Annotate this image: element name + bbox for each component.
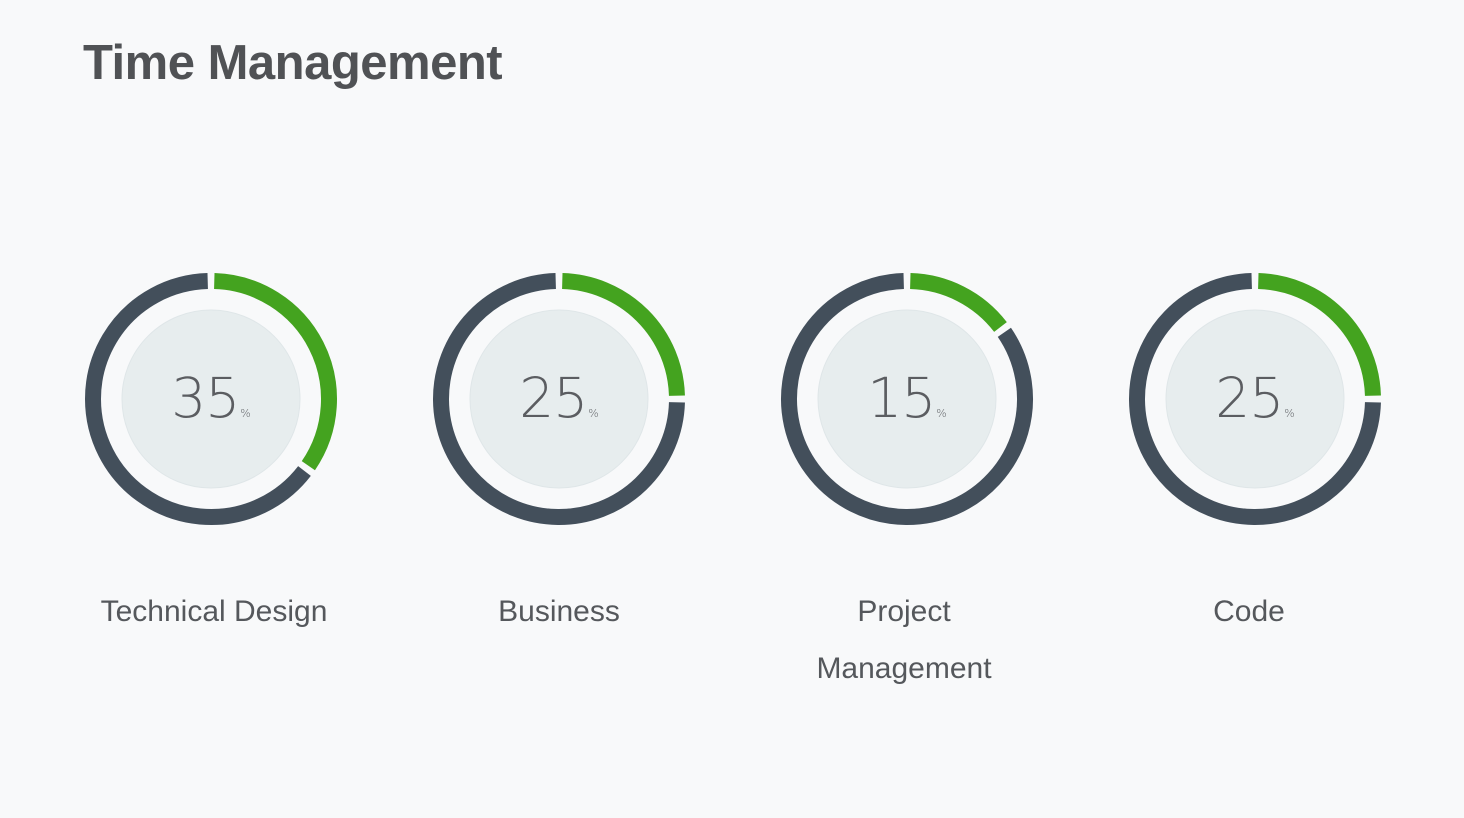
gauge-label-business: Business [409,583,709,640]
gauge-inner-disc [469,309,649,489]
gauge-label-text: Project Management [816,595,992,685]
gauge-code: 25% [1128,272,1382,526]
gauge-ring [433,273,685,525]
gauge-progress-arc [909,273,1007,333]
gauge-value: 35% [84,366,338,446]
gauge-value-unit: % [240,407,251,420]
gauge-value-number: 35 [171,366,240,430]
page-title: Time Management [83,36,503,90]
gauge-technical-design: 35% [84,272,338,526]
gauge-ring [85,273,337,525]
gauge-label-project-management: Project Management [754,583,1054,697]
gauge-business: 25% [432,272,686,526]
gauge-ring [1129,273,1381,525]
gauge-value-unit: % [936,407,947,420]
gauge-track-arc [433,273,685,525]
gauge-progress-arc [1257,273,1381,397]
gauge-value: 25% [1128,366,1382,446]
gauge-track-arc [85,273,311,525]
gauge-value-unit: % [588,407,599,420]
gauge-label-code: Code [1099,583,1399,640]
gauge-inner-disc [121,309,301,489]
gauge-value: 15% [780,366,1034,446]
gauge-ring [781,273,1033,525]
gauge-progress-arc [214,273,337,471]
gauge-label-text: Technical Design [100,595,328,628]
gauge-label-text: Business [498,595,620,628]
gauge-value-number: 25 [519,366,588,430]
gauge-inner-disc [817,309,997,489]
gauge-value-number: 15 [867,366,936,430]
gauge-label-technical-design: Technical Design [64,583,364,640]
gauge-project-management: 15% [780,272,1034,526]
gauge-value-number: 25 [1215,366,1284,430]
gauge-inner-disc [1165,309,1345,489]
gauge-value: 25% [432,366,686,446]
gauge-label-text: Code [1213,595,1285,628]
gauge-track-arc [781,273,1033,525]
gauge-track-arc [1129,273,1381,525]
gauge-value-unit: % [1284,407,1295,420]
gauge-progress-arc [561,273,685,397]
